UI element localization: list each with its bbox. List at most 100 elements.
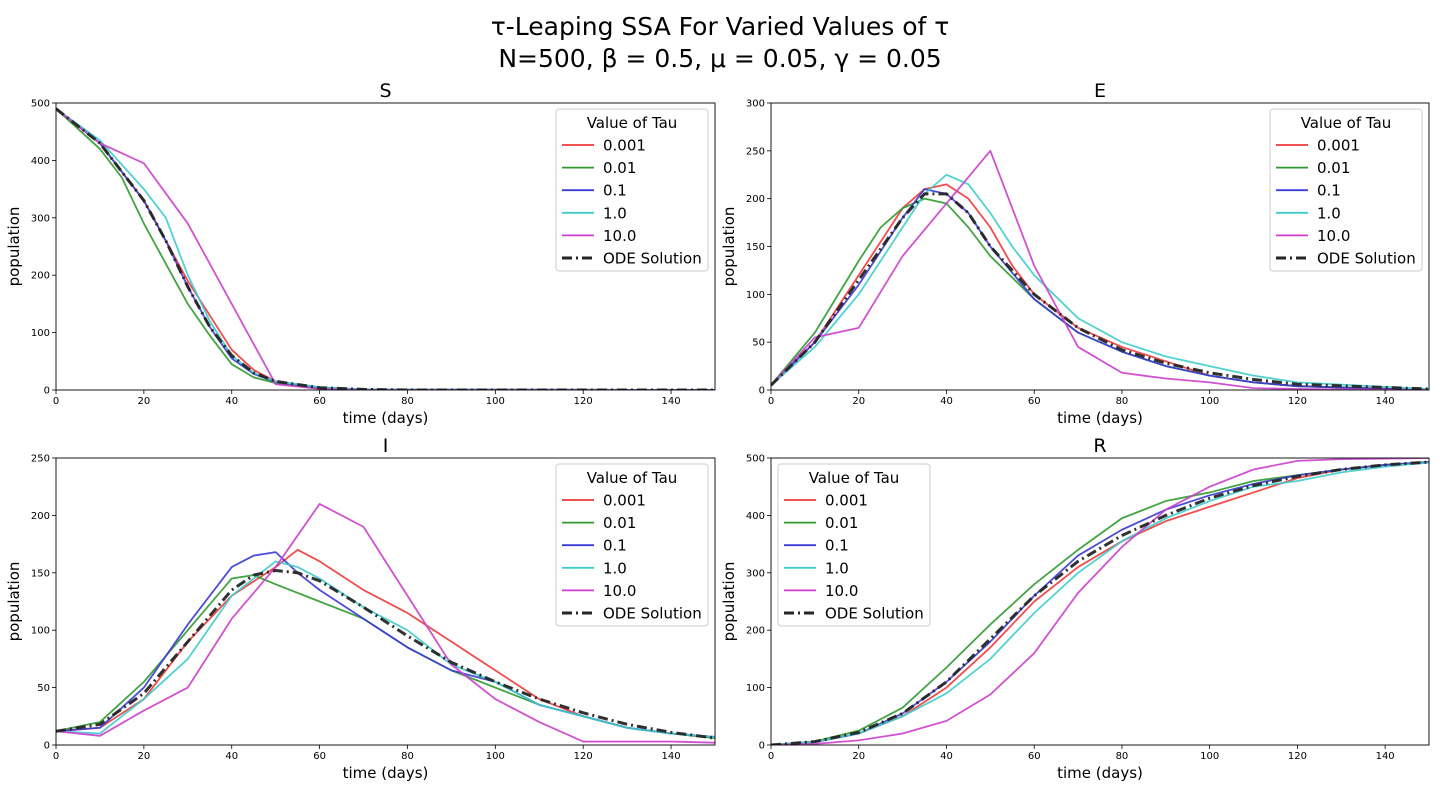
y-tick-label: 50 bbox=[37, 683, 50, 694]
x-tick-label: 20 bbox=[137, 396, 150, 407]
chart-panel-s: 0 20 40 60 80 100 120 140 0 100 200 300 400 500 Stime … bbox=[5, 80, 716, 427]
legend-label: 0.01 bbox=[603, 514, 636, 532]
series-line-ode-solution bbox=[771, 192, 1429, 390]
x-tick-label: 20 bbox=[852, 396, 865, 407]
y-tick-label: 400 bbox=[746, 511, 765, 522]
legend-label: 0.1 bbox=[1317, 182, 1341, 200]
y-tick-label: 300 bbox=[746, 99, 765, 110]
chart-title: S bbox=[379, 80, 391, 102]
legend-label: 0.001 bbox=[1317, 137, 1360, 155]
y-tick-label: 100 bbox=[31, 328, 50, 339]
chart-title: R bbox=[1093, 435, 1106, 457]
y-tick-label: 0 bbox=[759, 386, 765, 397]
legend: Value of Tau 0.001 0.01 0.1 1.0 10.0 ODE Solut… bbox=[777, 463, 931, 627]
y-tick-label: 400 bbox=[31, 156, 50, 167]
x-tick-label: 80 bbox=[1116, 751, 1129, 762]
legend-label: ODE Solution bbox=[603, 250, 702, 268]
series-line-10-0 bbox=[771, 149, 1429, 390]
legend-box bbox=[1269, 108, 1423, 272]
y-axis-label: population bbox=[720, 562, 738, 642]
x-tick-label: 40 bbox=[225, 396, 238, 407]
series-line-ode-solution bbox=[771, 460, 1429, 745]
legend-title: Value of Tau bbox=[587, 469, 678, 487]
series-group bbox=[771, 149, 1429, 390]
legend-label: 0.01 bbox=[603, 159, 636, 177]
x-tick-label: 60 bbox=[313, 751, 326, 762]
legend-box bbox=[555, 108, 709, 272]
y-tick-label: 0 bbox=[759, 741, 765, 752]
x-tick-label: 20 bbox=[137, 751, 150, 762]
x-tick-label: 120 bbox=[1288, 396, 1307, 407]
legend-label: 0.01 bbox=[825, 514, 858, 532]
series-line-1-0 bbox=[771, 173, 1429, 390]
y-tick-label: 0 bbox=[44, 741, 50, 752]
chart-panel-e: 0 20 40 60 80 100 120 140 0 50 100 150 200 250 300 Etim… bbox=[720, 80, 1430, 427]
legend: Value of Tau 0.001 0.01 0.1 1.0 10.0 ODE Solut… bbox=[555, 463, 709, 627]
x-tick-label: 100 bbox=[486, 396, 505, 407]
y-tick-label: 50 bbox=[752, 338, 765, 349]
x-tick-label: 120 bbox=[1288, 751, 1307, 762]
chart-title: I bbox=[383, 435, 389, 457]
x-tick-label: 40 bbox=[225, 751, 238, 762]
legend-label: ODE Solution bbox=[825, 605, 924, 623]
legend-label: 0.01 bbox=[1317, 159, 1350, 177]
figure-title-line1: τ-Leaping SSA For Varied Values of τ bbox=[490, 12, 950, 41]
x-tick-label: 120 bbox=[574, 751, 593, 762]
series-group bbox=[56, 503, 715, 744]
x-axis-label: time (days) bbox=[1057, 409, 1143, 427]
x-tick-label: 0 bbox=[768, 396, 774, 407]
x-axis-label: time (days) bbox=[343, 764, 429, 782]
legend-label: 0.001 bbox=[603, 492, 646, 510]
legend-label: 10.0 bbox=[603, 582, 636, 600]
legend-label: 0.1 bbox=[825, 537, 849, 555]
legend-label: 0.001 bbox=[603, 137, 646, 155]
legend-label: 1.0 bbox=[1317, 204, 1341, 222]
x-tick-label: 0 bbox=[768, 751, 774, 762]
y-tick-label: 0 bbox=[44, 386, 50, 397]
y-tick-label: 500 bbox=[31, 99, 50, 110]
series-line-ode-solution bbox=[56, 107, 715, 390]
y-tick-label: 200 bbox=[31, 511, 50, 522]
x-tick-label: 140 bbox=[1376, 751, 1395, 762]
x-tick-label: 140 bbox=[662, 751, 681, 762]
y-tick-label: 250 bbox=[31, 454, 50, 465]
y-tick-label: 200 bbox=[746, 194, 765, 205]
series-line-ode-solution bbox=[56, 569, 715, 740]
series-group bbox=[771, 458, 1429, 745]
legend-label: ODE Solution bbox=[603, 605, 702, 623]
legend-label: 0.1 bbox=[603, 182, 627, 200]
x-tick-label: 60 bbox=[313, 396, 326, 407]
x-tick-label: 100 bbox=[1200, 396, 1219, 407]
y-tick-label: 250 bbox=[746, 146, 765, 157]
legend-box bbox=[555, 463, 709, 627]
x-tick-label: 80 bbox=[1116, 396, 1129, 407]
series-line-0-1 bbox=[771, 188, 1429, 390]
plot-frame bbox=[55, 457, 716, 746]
legend-title: Value of Tau bbox=[809, 469, 900, 487]
x-tick-label: 60 bbox=[1028, 751, 1041, 762]
legend-label: ODE Solution bbox=[1317, 250, 1416, 268]
y-tick-label: 200 bbox=[31, 271, 50, 282]
legend-box bbox=[777, 463, 931, 627]
x-axis-label: time (days) bbox=[343, 409, 429, 427]
chart-title: E bbox=[1094, 80, 1106, 102]
x-tick-label: 40 bbox=[940, 396, 953, 407]
figure-title-line2: N=500, β = 0.5, μ = 0.05, γ = 0.05 bbox=[498, 44, 942, 73]
y-tick-label: 100 bbox=[746, 683, 765, 694]
y-tick-label: 300 bbox=[31, 213, 50, 224]
series-line-1-0 bbox=[56, 560, 715, 738]
series-line-10-0 bbox=[771, 458, 1429, 745]
y-tick-label: 200 bbox=[746, 626, 765, 637]
series-line-10-0 bbox=[56, 503, 715, 744]
plot-frame bbox=[55, 102, 716, 391]
x-tick-label: 40 bbox=[940, 751, 953, 762]
x-tick-label: 0 bbox=[53, 396, 59, 407]
x-axis-label: time (days) bbox=[1057, 764, 1143, 782]
legend-label: 10.0 bbox=[1317, 227, 1350, 245]
legend-label: 10.0 bbox=[825, 582, 858, 600]
legend-label: 1.0 bbox=[825, 559, 849, 577]
x-tick-label: 140 bbox=[662, 396, 681, 407]
x-tick-label: 100 bbox=[486, 751, 505, 762]
